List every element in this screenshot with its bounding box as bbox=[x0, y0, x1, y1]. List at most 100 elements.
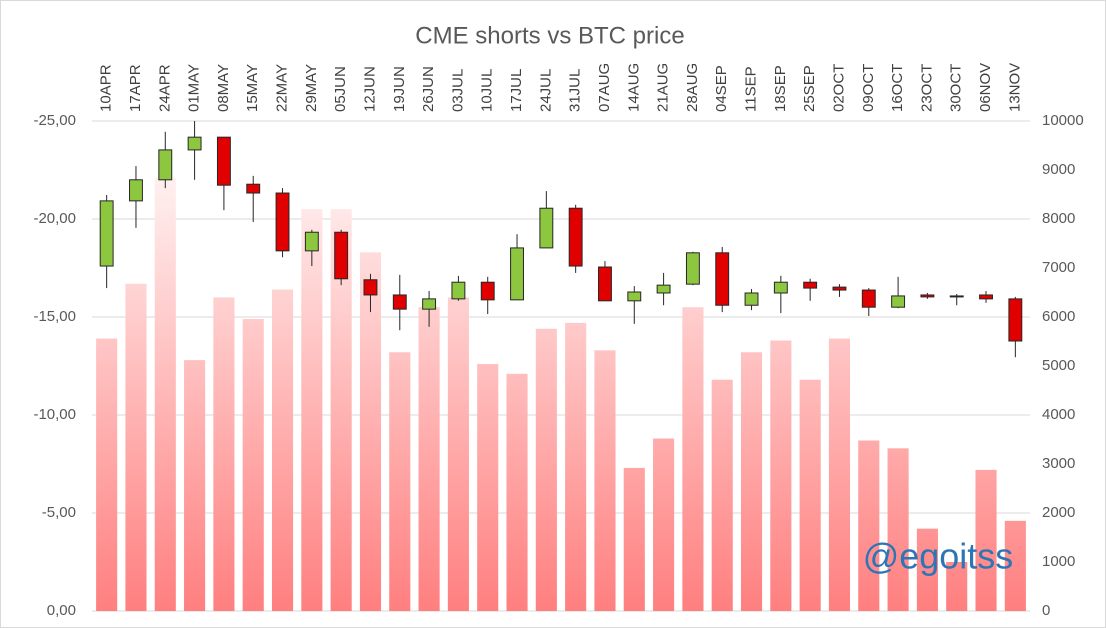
bar bbox=[418, 307, 440, 611]
y-tick-label: -25,00 bbox=[33, 112, 76, 129]
candle-body bbox=[216, 136, 231, 186]
y-tick-label: -20,00 bbox=[33, 210, 76, 227]
bar bbox=[330, 209, 352, 611]
x-tick-label: 15MAY bbox=[244, 64, 261, 112]
x-tick-label: 30OCT bbox=[948, 64, 965, 112]
bar bbox=[271, 289, 294, 611]
candle-body bbox=[773, 281, 788, 294]
watermark: @egoitss bbox=[863, 536, 1014, 577]
bar bbox=[184, 360, 206, 611]
candle-body bbox=[715, 252, 730, 306]
bar bbox=[154, 177, 176, 611]
x-tick-label: 31JUL bbox=[567, 69, 584, 112]
x-tick-label: 24JUL bbox=[537, 69, 554, 112]
x-tick-label: 19JUN bbox=[391, 66, 408, 112]
y-tick-label: -15,00 bbox=[33, 308, 76, 325]
bar bbox=[125, 283, 147, 611]
x-tick-label: 06NOV bbox=[977, 63, 994, 112]
candle-body bbox=[451, 281, 466, 300]
x-tick-label: 02OCT bbox=[830, 64, 847, 112]
x-tick-label: 10APR bbox=[98, 64, 115, 112]
y2-tick-label: 0 bbox=[1042, 602, 1050, 619]
y-tick-label: 0,00 bbox=[47, 602, 76, 619]
y2-tick-label: 9000 bbox=[1042, 161, 1075, 178]
y2-tick-label: 3000 bbox=[1042, 455, 1075, 472]
bar bbox=[740, 352, 763, 611]
bar bbox=[916, 528, 938, 611]
candle-body bbox=[656, 284, 671, 294]
y2-tick-label: 2000 bbox=[1042, 504, 1075, 521]
candle-body bbox=[568, 207, 583, 267]
x-tick-label: 17JUL bbox=[508, 69, 525, 112]
candle-body bbox=[304, 231, 319, 252]
x-tick-label: 28AUG bbox=[684, 63, 701, 112]
candle-body bbox=[246, 183, 261, 194]
bar bbox=[975, 469, 997, 611]
bar bbox=[359, 252, 382, 611]
candle-body bbox=[363, 279, 378, 296]
bar bbox=[213, 297, 235, 611]
x-tick-label: 24APR bbox=[156, 64, 173, 112]
x-tick-label: 13NOV bbox=[1006, 63, 1023, 112]
candle-body bbox=[832, 286, 847, 291]
bar bbox=[477, 364, 499, 611]
candle-body bbox=[803, 281, 818, 289]
bar bbox=[887, 448, 909, 611]
bar bbox=[565, 322, 587, 611]
candle-body bbox=[861, 289, 876, 308]
bar bbox=[242, 318, 264, 611]
bar bbox=[389, 352, 411, 611]
y2-tick-label: 7000 bbox=[1042, 259, 1075, 276]
bar bbox=[799, 379, 821, 611]
bar bbox=[535, 328, 557, 611]
bar bbox=[653, 438, 675, 611]
bar bbox=[828, 338, 851, 611]
bar bbox=[96, 338, 118, 611]
candle-body bbox=[598, 266, 612, 302]
candle-body bbox=[539, 207, 554, 249]
x-tick-label: 11SEP bbox=[743, 66, 760, 112]
candle-body bbox=[949, 295, 964, 298]
candle-body bbox=[891, 295, 906, 308]
bar bbox=[711, 379, 733, 611]
y2-tick-label: 6000 bbox=[1042, 308, 1075, 325]
x-tick-label: 29MAY bbox=[303, 64, 320, 112]
y2-tick-label: 4000 bbox=[1042, 406, 1075, 423]
bar bbox=[770, 340, 792, 611]
candle-body bbox=[920, 294, 935, 298]
candle-body bbox=[334, 231, 349, 280]
bar bbox=[301, 209, 323, 611]
bar bbox=[858, 440, 880, 611]
bar bbox=[594, 350, 616, 611]
candle-body bbox=[480, 281, 495, 301]
y2-tick-label: 5000 bbox=[1042, 357, 1075, 374]
x-tick-label: 14AUG bbox=[625, 63, 642, 112]
x-tick-label: 01MAY bbox=[186, 64, 203, 112]
x-tick-label: 07AUG bbox=[596, 63, 613, 112]
x-tick-label: 22MAY bbox=[274, 64, 291, 112]
x-tick-label: 17APR bbox=[127, 64, 144, 112]
candle-body bbox=[392, 294, 407, 310]
y-tick-label: -10,00 bbox=[33, 406, 76, 423]
x-tick-label: 05JUN bbox=[332, 66, 349, 112]
candle-body bbox=[158, 149, 173, 181]
candle-body bbox=[979, 294, 993, 300]
x-tick-label: 10JUL bbox=[479, 69, 496, 112]
candle-body bbox=[627, 291, 642, 302]
x-tick-label: 18SEP bbox=[772, 65, 789, 112]
x-tick-label: 04SEP bbox=[713, 65, 730, 112]
chart-title: CME shorts vs BTC price bbox=[415, 22, 684, 49]
bar bbox=[682, 307, 704, 611]
bar bbox=[447, 297, 469, 611]
x-tick-label: 03JUL bbox=[449, 69, 466, 112]
x-tick-label: 12JUN bbox=[361, 66, 378, 112]
candle-body bbox=[744, 292, 759, 306]
y2-tick-label: 8000 bbox=[1042, 210, 1075, 227]
x-tick-label: 09OCT bbox=[860, 64, 877, 112]
candle-body bbox=[510, 247, 524, 301]
candle-body bbox=[275, 192, 290, 252]
candle-body bbox=[685, 252, 700, 285]
bar bbox=[1004, 520, 1026, 611]
y2-tick-label: 1000 bbox=[1042, 553, 1075, 570]
